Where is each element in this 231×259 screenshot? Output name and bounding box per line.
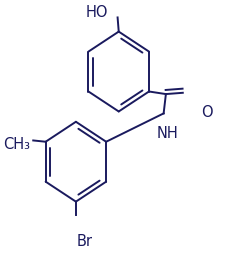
Text: CH₃: CH₃: [3, 138, 30, 153]
Text: Br: Br: [77, 234, 93, 249]
Text: HO: HO: [86, 5, 109, 20]
Text: NH: NH: [156, 126, 178, 141]
Text: O: O: [201, 105, 213, 120]
